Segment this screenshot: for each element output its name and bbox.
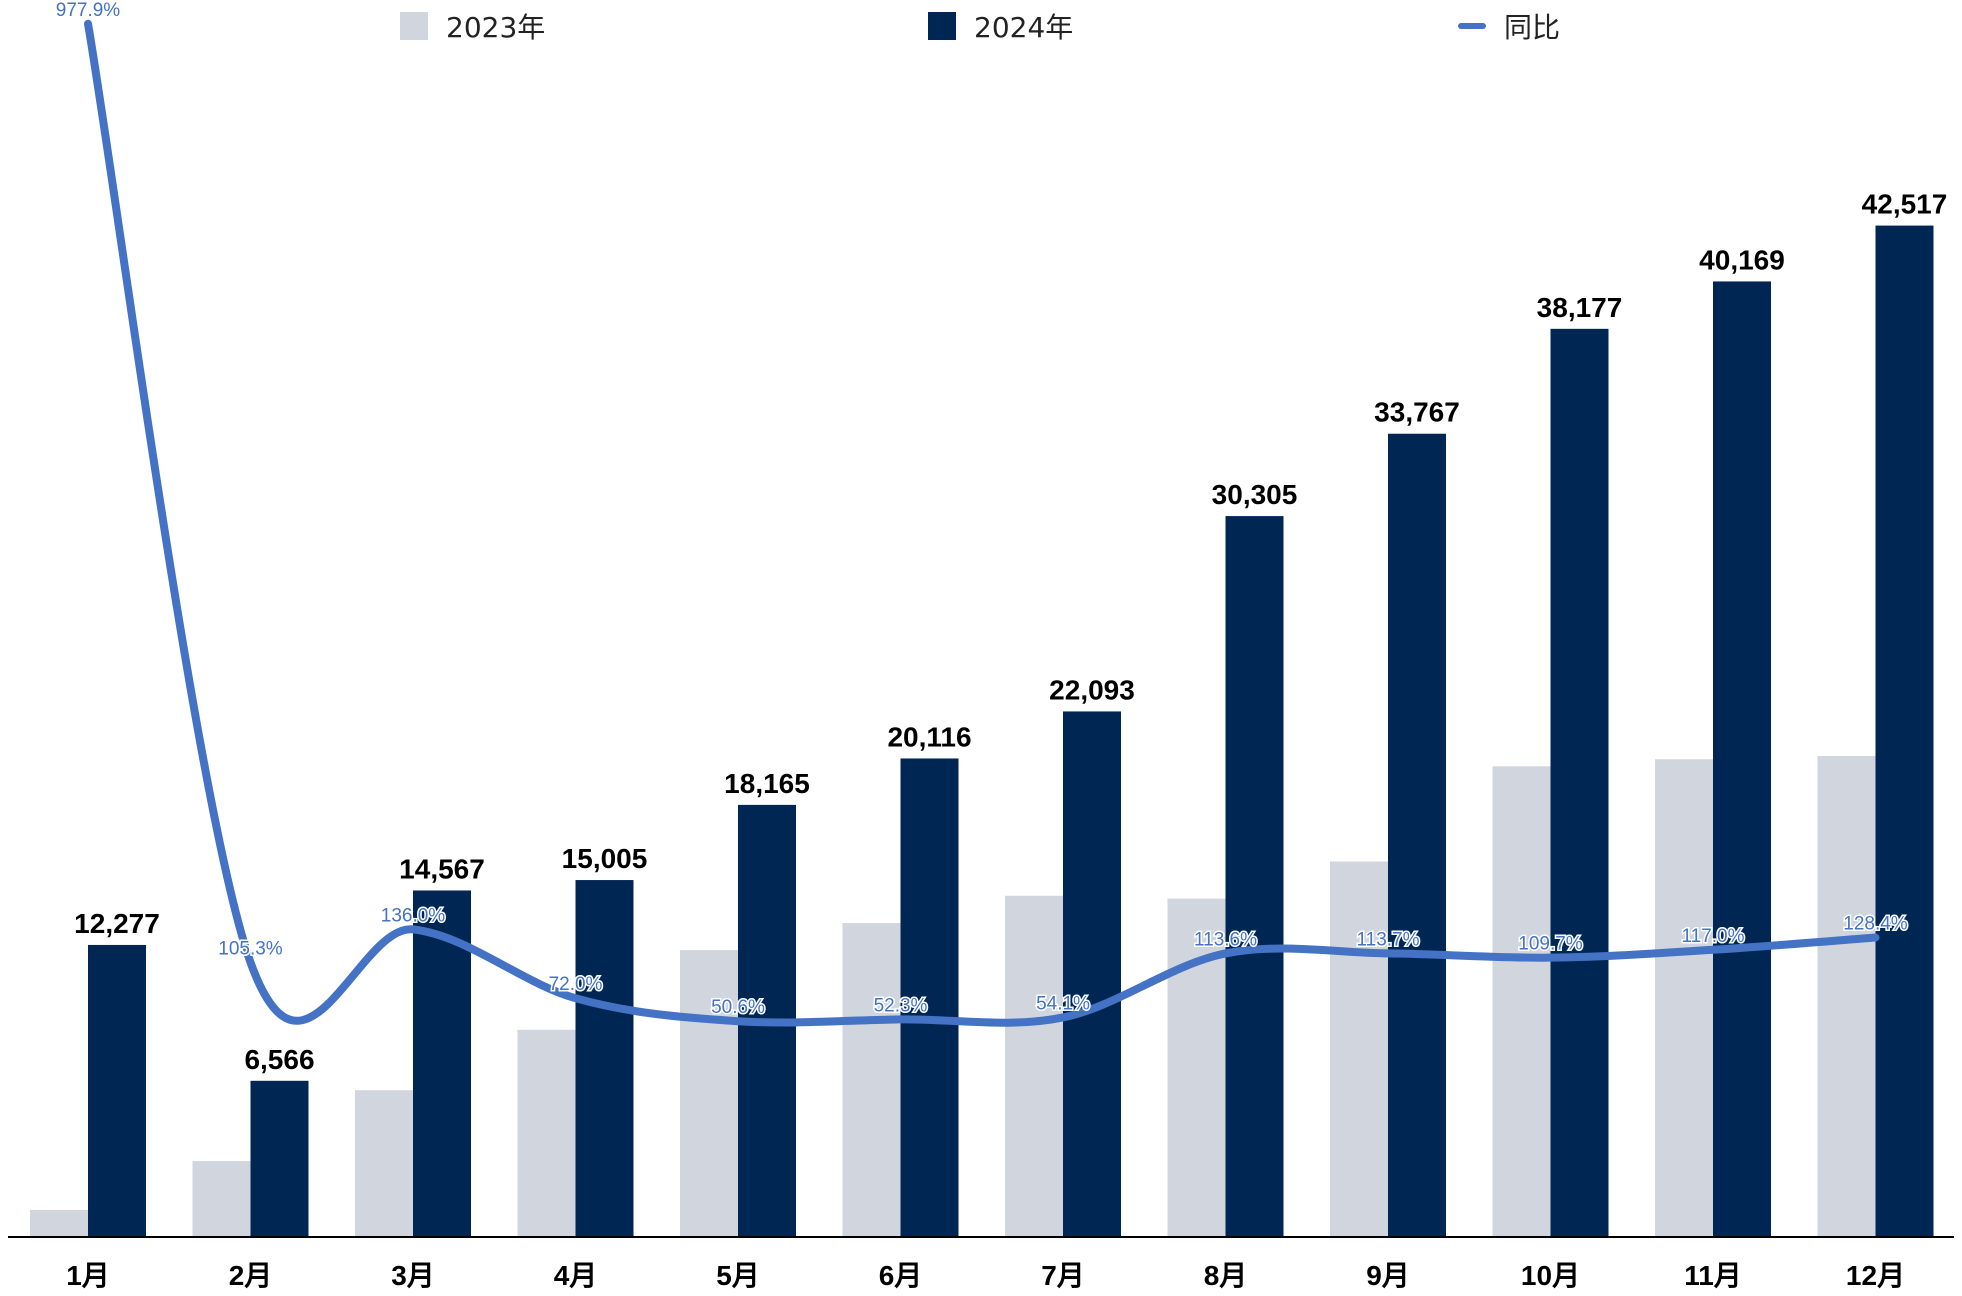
yoy-label-2: 105.3% bbox=[218, 938, 283, 959]
x-tick-label-5: 5月 bbox=[716, 1260, 760, 1291]
bar-2024-1 bbox=[88, 944, 146, 1237]
bar-2023-4 bbox=[517, 1029, 576, 1237]
yoy-label-9: 113.7% bbox=[1356, 929, 1419, 950]
legend-item-yoy: 同比 bbox=[1458, 6, 1560, 46]
legend-label-2024: 2024年 bbox=[974, 11, 1074, 44]
bar-label-2024-11: 40,169 bbox=[1699, 244, 1785, 275]
yoy-label-1: 977.9% bbox=[56, 0, 121, 21]
bar-2024-7 bbox=[1063, 711, 1121, 1237]
x-tick-label-8: 8月 bbox=[1204, 1260, 1248, 1291]
bar-2024-3 bbox=[413, 890, 471, 1237]
bar-2023-5 bbox=[680, 950, 738, 1237]
yoy-label-4: 72.0% bbox=[549, 974, 603, 995]
legend-swatch-2024 bbox=[928, 12, 956, 40]
x-tick-label-3: 3月 bbox=[391, 1260, 435, 1291]
bar-2024-10 bbox=[1550, 328, 1609, 1238]
bar-2024-11 bbox=[1713, 281, 1771, 1237]
yoy-line bbox=[84, 19, 1880, 1027]
legend-label-yoy: 同比 bbox=[1504, 11, 1561, 44]
legend-swatch-yoy bbox=[1458, 23, 1486, 29]
yoy-label-12: 128.4% bbox=[1843, 914, 1908, 935]
x-tick-label-7: 7月 bbox=[1041, 1260, 1085, 1291]
yoy-label-8: 113.6% bbox=[1194, 929, 1257, 950]
bar-label-2024-5: 18,165 bbox=[724, 768, 810, 799]
bar-label-2024-12: 42,517 bbox=[1862, 189, 1948, 220]
x-tick-label-12: 12月 bbox=[1846, 1260, 1905, 1291]
x-tick-label-4: 4月 bbox=[554, 1260, 598, 1291]
bar-2023-9 bbox=[1330, 861, 1388, 1237]
yoy-label-11: 117.0% bbox=[1681, 926, 1744, 947]
x-tick-label-10: 10月 bbox=[1521, 1260, 1580, 1291]
bar-2024-9 bbox=[1388, 433, 1446, 1238]
yoy-label-3: 136.0% bbox=[381, 905, 446, 926]
x-tick-label-9: 9月 bbox=[1366, 1260, 1410, 1291]
x-tick-label-2: 2月 bbox=[229, 1260, 273, 1291]
bar-label-2024-7: 22,093 bbox=[1049, 674, 1135, 705]
x-tick-label-11: 11月 bbox=[1684, 1260, 1742, 1291]
legend-item-2023: 2023年 bbox=[400, 6, 545, 46]
yoy-label-5: 50.6% bbox=[711, 997, 765, 1018]
bar-2023-7 bbox=[1005, 895, 1063, 1237]
bar-2023-3 bbox=[355, 1090, 413, 1237]
bar-2024-4 bbox=[575, 880, 634, 1237]
bar-label-2024-9: 33,767 bbox=[1374, 397, 1460, 428]
bar-label-2024-6: 20,116 bbox=[887, 721, 971, 752]
bar-2023-12 bbox=[1817, 756, 1876, 1237]
yoy-label-7: 54.1% bbox=[1036, 993, 1090, 1014]
bar-label-2024-10: 38,177 bbox=[1537, 292, 1623, 323]
bar-label-2024-3: 14,567 bbox=[399, 853, 485, 884]
bar-label-2024-8: 30,305 bbox=[1212, 479, 1298, 510]
bar-label-2024-2: 6,566 bbox=[244, 1044, 314, 1075]
bar-2023-6 bbox=[842, 923, 901, 1237]
bar-2023-1 bbox=[30, 1209, 88, 1237]
x-tick-label-6: 6月 bbox=[879, 1260, 923, 1291]
bar-label-2024-4: 15,005 bbox=[562, 843, 648, 874]
bar-2023-2 bbox=[192, 1161, 251, 1237]
bar-2024-6 bbox=[900, 758, 959, 1237]
legend-item-2024: 2024年 bbox=[928, 6, 1073, 46]
bar-2023-11 bbox=[1655, 759, 1713, 1237]
bar-2024-2 bbox=[250, 1080, 309, 1237]
yoy-label-10: 109.7% bbox=[1518, 934, 1583, 955]
legend-label-2023: 2023年 bbox=[446, 11, 546, 44]
bar-2024-12 bbox=[1875, 225, 1934, 1237]
bar-2024-8 bbox=[1225, 516, 1284, 1237]
yoy-label-6: 52.3% bbox=[874, 995, 928, 1016]
bar-label-2024-1: 12,277 bbox=[74, 908, 160, 939]
x-tick-label-1: 1月 bbox=[66, 1260, 110, 1291]
legend-swatch-2023 bbox=[400, 12, 428, 40]
bar-2023-10 bbox=[1492, 766, 1551, 1237]
